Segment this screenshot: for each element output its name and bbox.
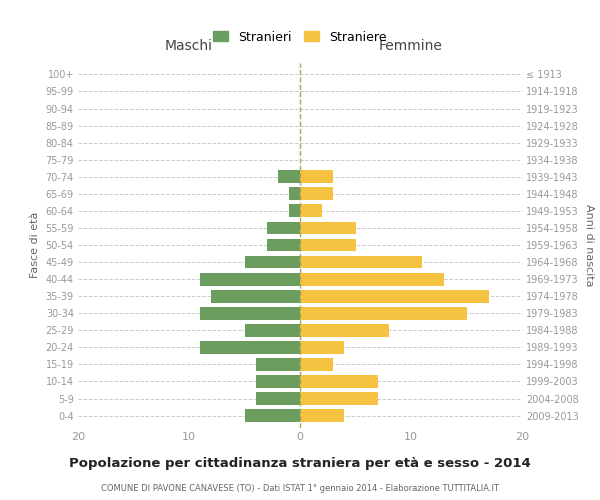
Bar <box>300 170 334 183</box>
Bar <box>300 188 334 200</box>
Text: Maschi: Maschi <box>165 39 213 53</box>
Bar <box>300 324 389 336</box>
Bar <box>256 358 300 371</box>
Bar <box>300 256 422 268</box>
Bar <box>256 392 300 405</box>
Bar <box>200 307 300 320</box>
Legend: Stranieri, Straniere: Stranieri, Straniere <box>209 27 391 48</box>
Bar <box>300 204 322 218</box>
Bar <box>266 238 300 252</box>
Bar <box>289 204 300 218</box>
Bar <box>278 170 300 183</box>
Text: COMUNE DI PAVONE CANAVESE (TO) - Dati ISTAT 1° gennaio 2014 - Elaborazione TUTTI: COMUNE DI PAVONE CANAVESE (TO) - Dati IS… <box>101 484 499 493</box>
Bar <box>289 188 300 200</box>
Y-axis label: Anni di nascita: Anni di nascita <box>584 204 595 286</box>
Bar <box>300 358 334 371</box>
Text: Femmine: Femmine <box>379 39 443 53</box>
Bar <box>245 409 300 422</box>
Bar <box>300 409 344 422</box>
Y-axis label: Fasce di età: Fasce di età <box>30 212 40 278</box>
Bar <box>300 392 378 405</box>
Bar <box>300 272 444 285</box>
Bar <box>300 222 355 234</box>
Bar <box>256 375 300 388</box>
Bar <box>300 341 344 353</box>
Bar <box>245 256 300 268</box>
Text: Popolazione per cittadinanza straniera per età e sesso - 2014: Popolazione per cittadinanza straniera p… <box>69 458 531 470</box>
Bar <box>266 222 300 234</box>
Bar <box>200 341 300 353</box>
Bar <box>211 290 300 302</box>
Bar <box>300 375 378 388</box>
Bar <box>300 238 355 252</box>
Bar <box>300 290 489 302</box>
Bar <box>300 307 467 320</box>
Bar <box>200 272 300 285</box>
Bar <box>245 324 300 336</box>
